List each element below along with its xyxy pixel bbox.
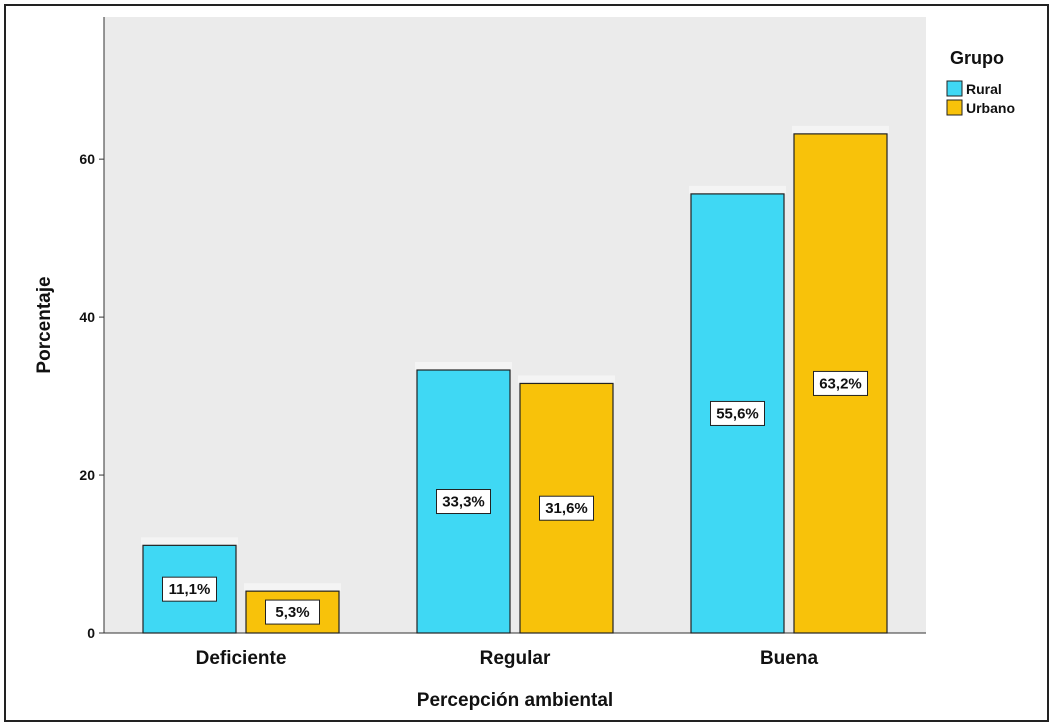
data-label-box [710, 400, 765, 426]
y-axis-ticks: 0 20 40 60 [79, 151, 104, 641]
data-label: 5,3% [275, 604, 309, 621]
data-label-box [162, 576, 217, 602]
data-label: 33,3% [442, 494, 485, 511]
legend-label-rural: Rural [966, 81, 1002, 97]
data-label: 63,2% [819, 375, 862, 392]
plot-area [104, 17, 926, 633]
bar-halo [689, 185, 786, 194]
x-category-label: Deficiente [196, 648, 287, 669]
y-tick-label: 40 [79, 309, 95, 325]
data-labels: 11,1% 5,3% 33,3% 31,6% 55,6% 63,2% [162, 370, 868, 625]
legend-swatch-rural [946, 80, 963, 97]
bar-halo [141, 537, 238, 546]
data-label-box [265, 599, 320, 625]
bar-halo [244, 583, 341, 592]
data-label-box [813, 370, 868, 396]
legend-label-urbano: Urbano [966, 100, 1015, 116]
y-tick-label: 60 [79, 151, 95, 167]
legend: Grupo Rural Urbano [946, 48, 1015, 116]
x-axis-categories: Deficiente Regular Buena [196, 648, 819, 669]
data-label-box [436, 489, 491, 515]
y-axis-title: Porcentaje [34, 276, 55, 373]
data-label: 31,6% [545, 500, 588, 517]
x-category-label: Regular [480, 648, 551, 669]
data-label: 11,1% [169, 581, 211, 598]
x-axis-title: Percepción ambiental [417, 690, 613, 711]
x-category-label: Buena [760, 648, 819, 669]
legend-title: Grupo [950, 48, 1004, 68]
data-label: 55,6% [716, 405, 759, 422]
data-label-box [539, 495, 594, 521]
bar-halo [792, 125, 889, 134]
bar-halo [518, 375, 615, 384]
y-tick-label: 20 [79, 467, 95, 483]
legend-swatch-urbano [946, 99, 963, 116]
y-tick-label: 0 [87, 625, 95, 641]
bar-halo [415, 362, 512, 371]
legend-items: Rural Urbano [946, 80, 1015, 116]
